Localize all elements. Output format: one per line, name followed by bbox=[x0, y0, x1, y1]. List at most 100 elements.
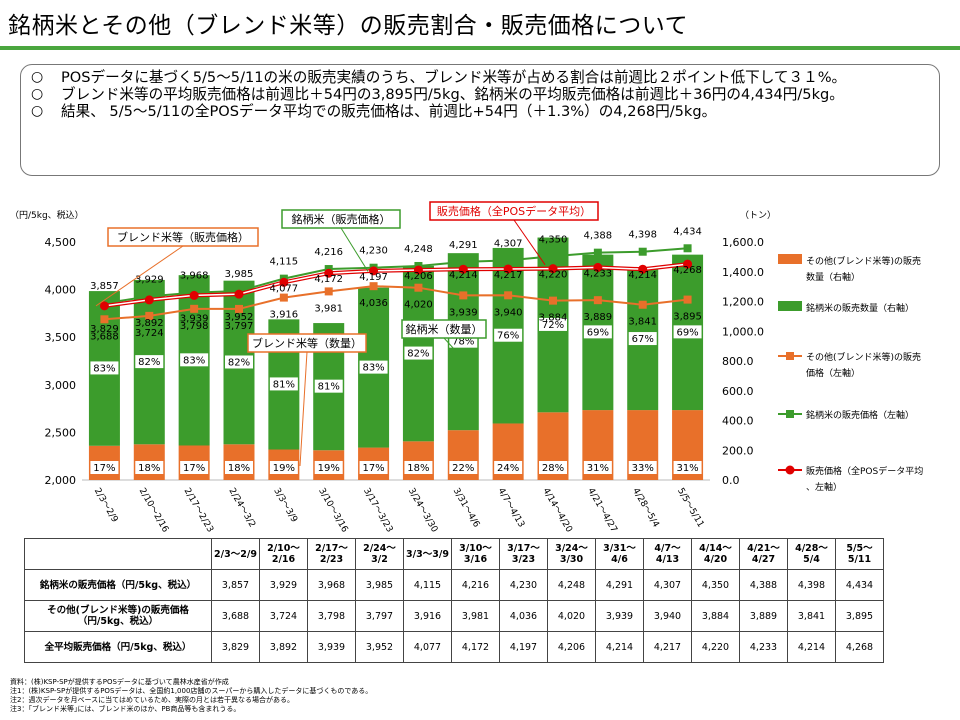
share-label-bg bbox=[90, 361, 119, 375]
table-row: その他(ブレンド米等)の販売価格（円/5kg、税込） 3,688 3,724 3,79… bbox=[24, 600, 884, 632]
avg-price-label: 4,214 bbox=[628, 270, 657, 281]
share-label-bg bbox=[314, 461, 343, 474]
table-cell: 3,929 bbox=[259, 569, 308, 601]
blend-share-label: 18% bbox=[138, 463, 160, 474]
avg-price-label: 4,206 bbox=[404, 271, 433, 282]
share-label-bg bbox=[404, 461, 433, 474]
legend-label: 、左軸） bbox=[806, 481, 842, 493]
table-cell: 3,916 bbox=[403, 600, 452, 632]
table-row-label: 銘柄米の販売価格（円/5kg、税込） bbox=[24, 569, 212, 601]
table-cell: 4,197 bbox=[499, 631, 548, 663]
avg-price-line-core bbox=[104, 263, 688, 307]
table-cell: 3,968 bbox=[307, 569, 356, 601]
avg-price-label: 3,829 bbox=[90, 324, 119, 335]
blend-price-point bbox=[638, 300, 647, 309]
blend-price-label: 3,895 bbox=[673, 312, 702, 323]
blend-price-point bbox=[100, 315, 109, 324]
avg-price-label: 4,214 bbox=[449, 270, 478, 281]
brand-price-label: 4,248 bbox=[404, 244, 433, 255]
legend-label: 数量（右軸） bbox=[806, 271, 860, 283]
table-cell: 3,688 bbox=[211, 600, 260, 632]
avg-price-point bbox=[458, 264, 468, 274]
blend-share-label: 19% bbox=[318, 463, 340, 474]
callout-avg-price-text: 販売価格（全POSデータ平均） bbox=[437, 204, 591, 218]
blend-share-label: 33% bbox=[632, 463, 654, 474]
table-cell: 4,220 bbox=[691, 631, 740, 663]
avg-price-point bbox=[369, 266, 379, 276]
blend-share-label: 31% bbox=[676, 463, 698, 474]
combo-chart: （円/5kg、税込） （トン） 4,500 4,000 3,500 3,000 2,500 2… bbox=[10, 201, 923, 535]
table-cell: 3,841 bbox=[787, 600, 836, 632]
avg-price-label: 4,197 bbox=[359, 272, 388, 283]
table-column-header: 3/17～ 3/23 bbox=[499, 538, 548, 570]
right-tick-label: 1,200.0 bbox=[722, 296, 764, 309]
share-label-bg bbox=[269, 377, 298, 391]
table-cell: 4,172 bbox=[451, 631, 500, 663]
summary-text: POSデータに基づく5/5～5/11の米の販売実績のうち、ブレンド米等が占める割… bbox=[61, 69, 847, 86]
callout-blend-qty-box bbox=[247, 333, 367, 353]
brand-price-label: 4,350 bbox=[539, 234, 568, 245]
legend-swatch-marker bbox=[785, 465, 795, 475]
legend-label: その他(ブレンド米等)の販売 bbox=[806, 255, 921, 267]
x-tick-label: 4/28～5/4 bbox=[630, 487, 661, 530]
table-body: 銘柄米の販売価格（円/5kg、税込） 3,857 3,929 3,968 3,985 4,… bbox=[24, 569, 884, 663]
right-tick-label: 800.0 bbox=[722, 355, 754, 368]
table-cell: 4,230 bbox=[499, 569, 548, 601]
blend-price-point bbox=[549, 296, 557, 305]
blend-price-point bbox=[683, 295, 692, 304]
left-tick-label: 4,000 bbox=[45, 284, 77, 297]
left-tick-label: 4,500 bbox=[45, 236, 77, 249]
table-cell: 3,939 bbox=[595, 600, 644, 632]
table-column-header: 2/24～ 3/2 bbox=[355, 538, 404, 570]
table-cell: 3,829 bbox=[211, 631, 260, 663]
share-label-bg bbox=[180, 461, 209, 474]
callout-avg-price-pointer bbox=[513, 219, 546, 265]
table-row: 銘柄米の販売価格（円/5kg、税込） 3,857 3,929 3,968 3,985 4,… bbox=[24, 569, 884, 601]
avg-price-label: 4,217 bbox=[494, 270, 523, 281]
x-tick-label: 3/31～4/6 bbox=[451, 487, 482, 530]
right-tick-label: 1,600.0 bbox=[722, 236, 764, 249]
blend-share-label: 17% bbox=[183, 463, 205, 474]
blend-price-label: 3,916 bbox=[270, 310, 299, 321]
legend-swatch bbox=[778, 301, 802, 311]
left-tick-label: 3,500 bbox=[45, 331, 77, 344]
share-label-bg bbox=[359, 461, 388, 474]
table-column-header: 3/3～3/9 bbox=[403, 538, 452, 570]
table-cell: 3,939 bbox=[307, 631, 356, 663]
table-cell: 4,036 bbox=[499, 600, 548, 632]
table-cell: 4,020 bbox=[547, 600, 596, 632]
table-cell: 4,216 bbox=[451, 569, 500, 601]
table-cell: 4,248 bbox=[547, 569, 596, 601]
share-label-bg bbox=[180, 353, 209, 367]
brand-price-label: 4,307 bbox=[494, 238, 523, 249]
footnote: 注1：(株)KSP-SPが提供するPOSデータは、全国約1,000店舗のスーパー… bbox=[10, 687, 373, 695]
avg-price-point bbox=[638, 264, 648, 274]
blend-price-point bbox=[369, 282, 378, 291]
legend-label: その他(ブレンド米等)の販売 bbox=[806, 351, 921, 363]
left-tick-label: 3,000 bbox=[45, 379, 77, 392]
bullet-icon: ○ bbox=[31, 69, 44, 85]
page-title: 銘柄米とその他（ブレンド米等）の販売割合・販売価格について bbox=[8, 13, 689, 39]
blend-share-label: 24% bbox=[497, 463, 519, 474]
brand-price-label: 4,216 bbox=[314, 247, 343, 258]
blend-price-label: 4,020 bbox=[404, 300, 433, 311]
brand-share-label: 67% bbox=[632, 334, 654, 345]
brand-price-label: 4,115 bbox=[270, 257, 299, 268]
right-tick-label: 200.0 bbox=[722, 444, 754, 457]
x-tick-label: 3/24～3/30 bbox=[406, 487, 440, 535]
share-label-bg bbox=[225, 461, 253, 474]
table-cell: 4,115 bbox=[403, 569, 452, 601]
summary-box: ○ POSデータに基づく5/5～5/11の米の販売実績のうち、ブレンド米等が占め… bbox=[20, 64, 940, 176]
bullet-icon: ○ bbox=[31, 86, 44, 102]
brand-share-label: 76% bbox=[497, 331, 519, 342]
footnotes: 資料：(株)KSP-SPが提供するPOSデータに基づいて農林水産省が作成 注1：… bbox=[10, 678, 372, 714]
table-column-header: 4/21～ 4/27 bbox=[739, 538, 788, 570]
bar-blend-qty bbox=[402, 441, 434, 480]
summary-item: ○ 結果、 5/5～5/11の全POSデータ平均での販売価格は、前週比+54円（… bbox=[31, 103, 929, 120]
blend-price-point bbox=[190, 304, 199, 313]
brand-share-label: 82% bbox=[407, 349, 429, 360]
footnote: 注2：週次データを月ベースに当てはめているため、実際の月とは若干異なる場合がある… bbox=[10, 696, 294, 704]
share-label-bg bbox=[628, 461, 657, 474]
title-divider bbox=[0, 46, 960, 50]
table-cell: 3,797 bbox=[355, 600, 404, 632]
